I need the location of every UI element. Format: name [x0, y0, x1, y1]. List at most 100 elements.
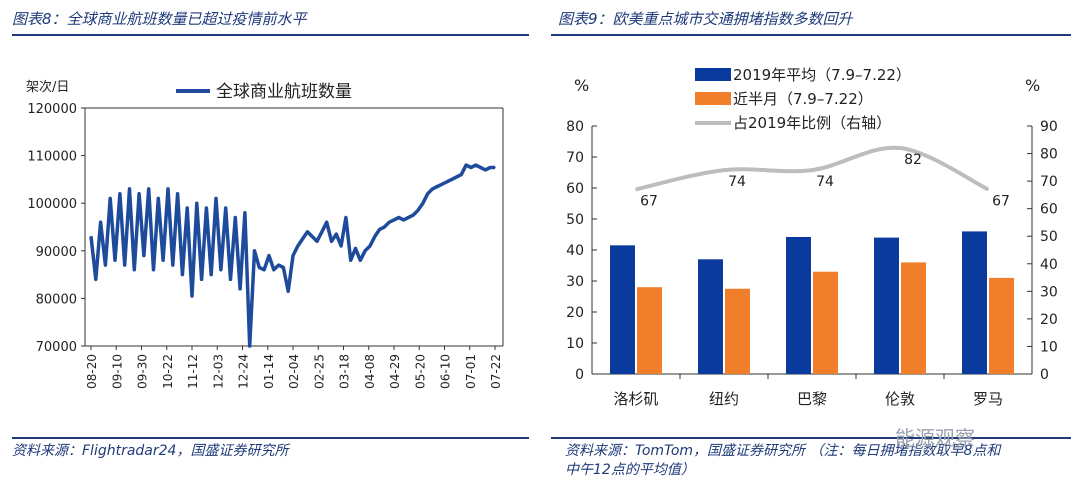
ratio-data-label: 74 [816, 174, 834, 190]
flight-count-data-point [162, 259, 164, 262]
flight-count-data-point [388, 221, 390, 224]
flight-count-data-point [200, 278, 203, 281]
right-left-tick-label: 70 [566, 150, 584, 166]
flight-count-data-point [359, 259, 362, 262]
flight-count-data-point [460, 173, 463, 176]
ratio-data-label: 67 [640, 193, 658, 209]
flight-count-data-point [224, 207, 227, 209]
flight-count-data-point [215, 197, 217, 200]
ratio-data-point [635, 188, 637, 191]
flight-count-data-point [268, 254, 270, 257]
flight-count-data-point [378, 228, 381, 231]
left-y-tick-label: 70000 [36, 340, 77, 355]
ratio-data-label: 74 [728, 174, 746, 190]
flight-count-data-point [412, 214, 415, 216]
flight-count-data-point [138, 192, 140, 195]
flight-count-data-point [393, 219, 395, 221]
left-y-tick-label: 120000 [27, 102, 77, 117]
right-title-rule [551, 34, 1071, 36]
flight-count-data-point [426, 192, 429, 195]
legend-label-ratio: 占2019年比例（右轴） [733, 114, 891, 132]
flight-count-data-point [407, 216, 410, 219]
flight-count-data-point [152, 269, 155, 271]
flight-count-data-point [479, 166, 482, 169]
right-x-tick-label: 伦敦 [885, 390, 915, 408]
flight-count-data-point [167, 188, 169, 190]
flight-count-data-point [450, 178, 453, 181]
flight-count-data-point [186, 207, 188, 209]
flight-count-data-point [422, 202, 424, 204]
flight-count-data-point [330, 240, 333, 243]
right-chart-title: 图表9：欧美重点城市交通拥堵指数多数回升 [558, 10, 853, 28]
right-source-line2: 中午12点的平均值） [565, 462, 695, 478]
flight-count-data-point [301, 238, 304, 240]
left-x-tick-label: 12-24 [237, 354, 251, 389]
left-x-tick-label: 06-10 [439, 354, 453, 389]
right-right-tick-label: 60 [1040, 202, 1058, 218]
flight-count-data-point [244, 211, 246, 214]
flight-count-data-point [292, 254, 294, 257]
bar-recent-half-month [725, 288, 750, 374]
flight-count-data-point [248, 345, 251, 347]
flight-count-data-point [90, 235, 92, 238]
flight-count-data-point [398, 216, 400, 219]
left-x-tick-label: 07-01 [464, 354, 478, 389]
left-x-tick-label: 09-30 [136, 354, 150, 389]
left-x-tick-label: 01-14 [262, 354, 276, 389]
flight-count-data-point [176, 192, 179, 195]
legend-swatch-recent [695, 92, 731, 105]
flight-count-data-point [335, 233, 338, 235]
left-x-tick-label: 10-22 [161, 354, 175, 389]
right-right-axis-unit: % [1025, 76, 1040, 95]
flight-count-data-point [119, 192, 121, 195]
left-y-tick-label: 90000 [36, 245, 77, 260]
flight-count-data-point [311, 235, 314, 238]
flight-count-data-point [181, 273, 184, 276]
flight-count-data-point [383, 226, 386, 228]
right-left-tick-label: 20 [566, 305, 584, 321]
flight-count-data-point [340, 245, 342, 247]
right-source-rule [551, 437, 1071, 439]
right-x-tick-label: 纽约 [709, 390, 739, 408]
flight-count-data-point [253, 250, 256, 252]
left-x-tick-label: 04-08 [363, 354, 377, 389]
flight-count-data-point [316, 240, 318, 243]
right-bar-chart: % % 2019年平均（7.9–7.22） 近半月（7.9–7.22） 占201… [566, 66, 1058, 408]
flight-count-data-point [345, 216, 347, 219]
flight-count-data-point [133, 269, 136, 271]
flight-count-data-point [325, 221, 328, 224]
flight-count-data-point [123, 264, 126, 266]
left-x-tick-label: 02-04 [287, 354, 301, 389]
left-line-chart: 架次/日 120000 110000 100000 90000 80000 70000 0… [26, 79, 504, 389]
ratio-data-label: 82 [904, 152, 922, 168]
right-left-axis-unit: % [574, 76, 589, 95]
flight-count-data-point [272, 269, 275, 271]
right-left-tick-label: 50 [566, 212, 584, 228]
flight-count-data-point [210, 273, 213, 276]
flight-count-data-point [354, 247, 357, 250]
bar-recent-half-month [813, 271, 838, 374]
flight-count-data-point [258, 266, 261, 269]
left-x-tick-label: 02-25 [312, 354, 326, 389]
bar-2019-average [874, 237, 899, 374]
flight-count-data-point [306, 230, 309, 233]
left-x-tick-label: 07-22 [489, 354, 503, 389]
flight-count-data-point [297, 245, 299, 247]
flight-count-data-point [431, 188, 434, 190]
left-source-rule [12, 437, 529, 439]
ratio-series-line [635, 145, 989, 192]
ratio-data-point [899, 147, 901, 150]
right-right-tick-label: 90 [1040, 119, 1058, 135]
right-right-tick-label: 30 [1040, 284, 1058, 300]
flight-count-data-point [287, 290, 289, 293]
ratio-data-point [723, 169, 725, 172]
flight-count-data-point [277, 264, 280, 266]
right-left-tick-label: 10 [566, 336, 584, 352]
flight-count-data-point [349, 259, 352, 262]
bar-recent-half-month [637, 287, 662, 374]
right-source-line1: 资料来源：TomTom，国盛证券研究所 （注：每日拥堵指数取早8点和 [565, 443, 1001, 459]
flight-count-data-point [417, 209, 419, 212]
right-right-tick-label: 70 [1040, 174, 1058, 190]
flight-count-data-point [373, 235, 376, 238]
legend-label-recent: 近半月（7.9–7.22） [733, 90, 873, 108]
